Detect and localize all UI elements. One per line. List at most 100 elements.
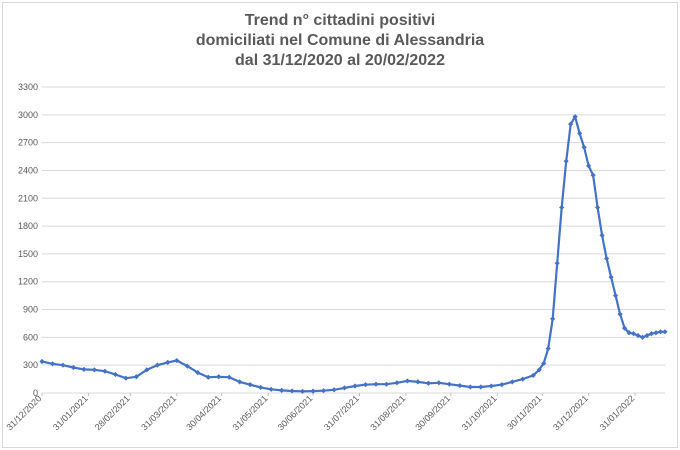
- data-point: [648, 331, 655, 337]
- data-point: [657, 329, 664, 335]
- data-point: [341, 385, 348, 391]
- data-point: [559, 204, 565, 211]
- data-point: [644, 332, 650, 339]
- data-point: [436, 380, 442, 386]
- data-point: [60, 362, 66, 368]
- y-tick-label: 3000: [18, 110, 38, 120]
- data-point: [174, 357, 180, 364]
- data-point: [226, 374, 232, 380]
- data-point: [595, 204, 601, 211]
- data-point: [603, 255, 610, 262]
- data-point: [577, 130, 583, 136]
- data-point: [635, 332, 641, 339]
- data-point: [352, 383, 358, 389]
- data-point: [446, 381, 452, 387]
- y-tick-label: 1800: [18, 221, 38, 231]
- data-point: [541, 360, 547, 366]
- data-point: [530, 372, 536, 378]
- y-tick-label: 3300: [18, 82, 38, 92]
- line-chart: Trend n° cittadini positivi domiciliati …: [4, 12, 668, 432]
- data-point: [581, 144, 587, 150]
- x-tick-label: 30/11/2021: [505, 393, 543, 431]
- data-point: [216, 374, 222, 380]
- data-point: [639, 334, 646, 340]
- data-point: [184, 363, 190, 369]
- data-point: [478, 384, 484, 390]
- data-point: [621, 325, 628, 331]
- y-tick-label: 300: [23, 360, 38, 370]
- data-point: [154, 362, 160, 368]
- data-point: [599, 232, 605, 238]
- x-tick-label: 31/01/2021: [51, 393, 90, 432]
- data-point: [572, 114, 578, 120]
- data-point: [165, 359, 171, 365]
- data-point: [608, 274, 614, 280]
- data-point: [586, 163, 592, 169]
- data-point: [536, 367, 542, 373]
- x-tick-label: 30/06/2021: [276, 393, 315, 432]
- y-axis-ticks: 0 300 600 900 1200 1500 1800 2100 2400 2700 3000 33…: [18, 82, 38, 398]
- data-point: [102, 368, 108, 374]
- data-point: [362, 382, 369, 388]
- data-point: [488, 383, 494, 389]
- x-tick-label: 30/04/2021: [184, 393, 223, 432]
- x-tick-label: 31/12/2020: [4, 393, 43, 432]
- y-tick-label: 600: [23, 332, 38, 342]
- data-point: [373, 381, 379, 387]
- data-point: [499, 382, 505, 388]
- x-tick-label: 31/07/2021: [322, 393, 361, 432]
- y-tick-label: 2400: [18, 165, 38, 175]
- y-tick-label: 900: [23, 305, 38, 315]
- x-tick-label: 31/01/2022: [598, 393, 637, 432]
- data-point: [383, 381, 390, 387]
- data-point: [545, 345, 551, 352]
- data-point: [653, 330, 659, 336]
- y-tick-label: 2700: [18, 138, 38, 148]
- data-point: [415, 379, 421, 385]
- data-point: [626, 330, 632, 336]
- data-point: [195, 370, 201, 376]
- data-point: [590, 172, 596, 178]
- data-point: [247, 382, 253, 388]
- series-positive-residents: [39, 114, 668, 394]
- y-tick-label: 1500: [18, 249, 38, 259]
- data-point: [554, 260, 560, 266]
- data-point: [467, 384, 473, 390]
- data-point: [123, 375, 129, 381]
- data-point: [39, 358, 45, 365]
- data-point: [520, 376, 526, 382]
- data-point: [568, 121, 574, 127]
- data-point: [320, 388, 327, 394]
- data-point: [331, 387, 337, 393]
- y-tick-label: 0: [33, 388, 38, 398]
- data-point: [205, 374, 211, 380]
- data-point: [237, 379, 243, 385]
- data-point: [49, 361, 56, 367]
- x-axis-ticks: 31/12/2020 31/01/2021 28/02/2021 31/03/2021…: [4, 393, 636, 432]
- x-tick-label: 28/02/2021: [93, 393, 132, 432]
- chart-title-line-3: dal 31/12/2020 al 20/02/2022: [235, 52, 445, 69]
- data-point: [133, 374, 139, 380]
- data-point: [144, 367, 150, 373]
- y-tick-label: 1200: [18, 277, 38, 287]
- data-point: [91, 367, 98, 373]
- data-point: [617, 311, 623, 317]
- data-point: [425, 380, 431, 386]
- data-point: [457, 382, 463, 389]
- data-point: [404, 378, 411, 384]
- data-point: [630, 331, 637, 337]
- data-point: [563, 158, 569, 164]
- data-point: [662, 329, 668, 335]
- data-point: [394, 380, 400, 386]
- data-point: [299, 388, 306, 394]
- data-point: [310, 388, 316, 394]
- chart-title-line-1: Trend n° cittadini positivi: [245, 12, 435, 29]
- data-point: [289, 388, 295, 394]
- data-point: [509, 379, 515, 385]
- data-point: [70, 364, 77, 371]
- x-tick-label: 31/05/2021: [231, 393, 270, 432]
- x-tick-label: 31/03/2021: [139, 393, 178, 432]
- chart-title-line-2: domiciliati nel Comune di Alessandria: [196, 32, 484, 49]
- data-point: [258, 384, 264, 391]
